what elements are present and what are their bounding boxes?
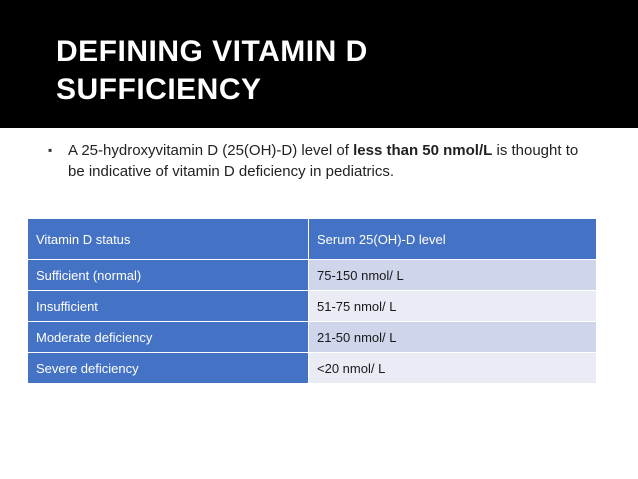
title-line-2: SUFFICIENCY (56, 73, 262, 106)
status-cell: Moderate deficiency (27, 321, 309, 353)
status-cell: Insufficient (27, 290, 309, 322)
title-bar: DEFINING VITAMIN D SUFFICIENCY (0, 0, 638, 128)
table-row: Sufficient (normal) 75-150 nmol/ L (27, 259, 597, 291)
bullet-text-end: is thought to be indicative of vitamin D… (68, 142, 579, 180)
level-cell: 21-50 nmol/ L (308, 321, 597, 353)
status-cell: Severe deficiency (27, 352, 309, 384)
table-row: Severe deficiency <20 nmol/ L (27, 352, 597, 384)
status-cell: Sufficient (normal) (27, 259, 309, 291)
header-vitamin-d-status: Vitamin D status (27, 218, 309, 260)
level-cell: 75-150 nmol/ L (308, 259, 597, 291)
vitamin-d-status-table: Vitamin D status Serum 25(OH)-D level Su… (27, 218, 597, 384)
level-cell: <20 nmol/ L (308, 352, 597, 384)
table-row: Insufficient 51-75 nmol/ L (27, 290, 597, 322)
header-serum-level: Serum 25(OH)-D level (308, 218, 597, 260)
level-cell: 51-75 nmol/ L (308, 290, 597, 322)
bullet-text-bold: less than 50 nmol/L (353, 142, 493, 159)
table-row: Moderate deficiency 21-50 nmol/ L (27, 321, 597, 353)
bullet-marker-icon: ▪ (48, 143, 53, 157)
table-header-row: Vitamin D status Serum 25(OH)-D level (27, 218, 597, 260)
bullet-text-start: A 25-hydroxyvitamin D (25(OH)-D) level o… (68, 142, 354, 159)
bullet-text: A 25-hydroxyvitamin D (25(OH)-D) level o… (68, 140, 588, 182)
slide-title: DEFINING VITAMIN D SUFFICIENCY (56, 33, 576, 109)
title-line-1: DEFINING VITAMIN D (56, 35, 368, 68)
